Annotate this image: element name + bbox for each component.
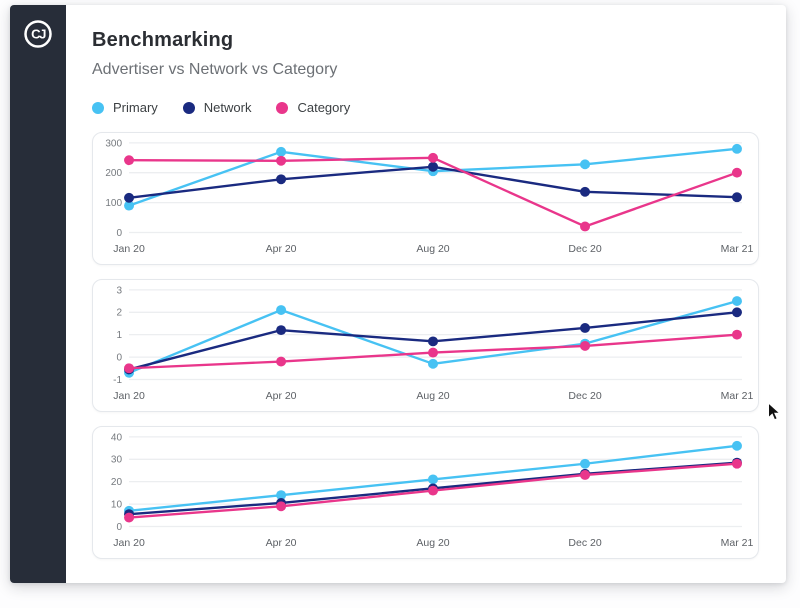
primary-color-dot-icon	[92, 101, 104, 114]
chart-legend: Primary Network Category	[92, 100, 759, 115]
network-color-dot-icon	[182, 101, 195, 114]
svg-text:Jan 20: Jan 20	[113, 391, 145, 402]
charts-container: 0 100 200 300 Jan 20 Apr 20 Aug 20 Dec 20 Mar 21…	[92, 132, 759, 559]
legend-item-primary[interactable]: Primary	[92, 100, 158, 115]
svg-text:Mar 21: Mar 21	[721, 538, 754, 549]
legend-label: Primary	[113, 100, 158, 115]
svg-text:2: 2	[116, 308, 122, 319]
svg-text:0: 0	[116, 353, 122, 364]
cj-logo-icon[interactable]: CJ	[23, 19, 53, 49]
chart-card-middle: -1 0 1 2 3 Jan 20 Apr 20 Aug 20 Dec 20 Mar 21	[92, 279, 759, 412]
page-title: Benchmarking	[92, 29, 234, 51]
legend-label: Network	[203, 100, 252, 115]
page-subtitle: Advertiser vs Network vs Category	[92, 61, 338, 78]
svg-text:CJ: CJ	[31, 26, 46, 41]
svg-text:30: 30	[111, 455, 123, 466]
svg-text:Mar 21: Mar 21	[721, 391, 754, 402]
svg-text:300: 300	[105, 138, 122, 149]
chart-card-bottom: 0 10 20 30 40 Jan 20 Apr 20 Aug 20 Dec 20 Mar 21	[92, 426, 759, 559]
svg-text:100: 100	[105, 198, 122, 209]
svg-text:3: 3	[116, 285, 122, 296]
svg-text:Apr 20: Apr 20	[266, 538, 297, 549]
legend-label: Category	[297, 100, 351, 115]
svg-text:Aug 20: Aug 20	[416, 244, 449, 255]
svg-text:0: 0	[116, 522, 122, 533]
svg-text:1: 1	[116, 330, 122, 341]
category-color-dot-icon	[276, 101, 289, 114]
line-chart-top[interactable]: 0 100 200 300 Jan 20 Apr 20 Aug 20 Dec 20 Mar 21	[93, 133, 758, 264]
app-window: CJ Benchmarking Advertiser vs Network vs…	[10, 5, 786, 583]
main-content: Benchmarking Advertiser vs Network vs Ca…	[66, 5, 786, 583]
svg-text:Mar 21: Mar 21	[721, 244, 754, 255]
line-chart-middle[interactable]: -1 0 1 2 3 Jan 20 Apr 20 Aug 20 Dec 20 Mar 21	[93, 280, 758, 411]
legend-item-category[interactable]: Category	[276, 100, 350, 115]
svg-text:Dec 20: Dec 20	[568, 391, 601, 402]
svg-text:Dec 20: Dec 20	[568, 244, 601, 255]
sidebar: CJ	[10, 5, 66, 583]
svg-text:Dec 20: Dec 20	[568, 538, 601, 549]
svg-text:Jan 20: Jan 20	[113, 538, 145, 549]
svg-text:200: 200	[105, 168, 122, 179]
legend-item-network[interactable]: Network	[182, 100, 252, 115]
svg-text:-1: -1	[113, 375, 122, 386]
svg-text:Apr 20: Apr 20	[266, 244, 297, 255]
line-chart-bottom[interactable]: 0 10 20 30 40 Jan 20 Apr 20 Aug 20 Dec 20 Mar 21	[93, 427, 758, 558]
svg-text:10: 10	[111, 500, 123, 511]
svg-text:Apr 20: Apr 20	[266, 391, 297, 402]
svg-text:0: 0	[116, 228, 122, 239]
svg-text:20: 20	[111, 477, 123, 488]
chart-card-top: 0 100 200 300 Jan 20 Apr 20 Aug 20 Dec 20 Mar 21	[92, 132, 759, 265]
svg-text:40: 40	[111, 432, 123, 443]
svg-text:Aug 20: Aug 20	[416, 538, 449, 549]
svg-text:Jan 20: Jan 20	[113, 244, 145, 255]
svg-text:Aug 20: Aug 20	[416, 391, 449, 402]
